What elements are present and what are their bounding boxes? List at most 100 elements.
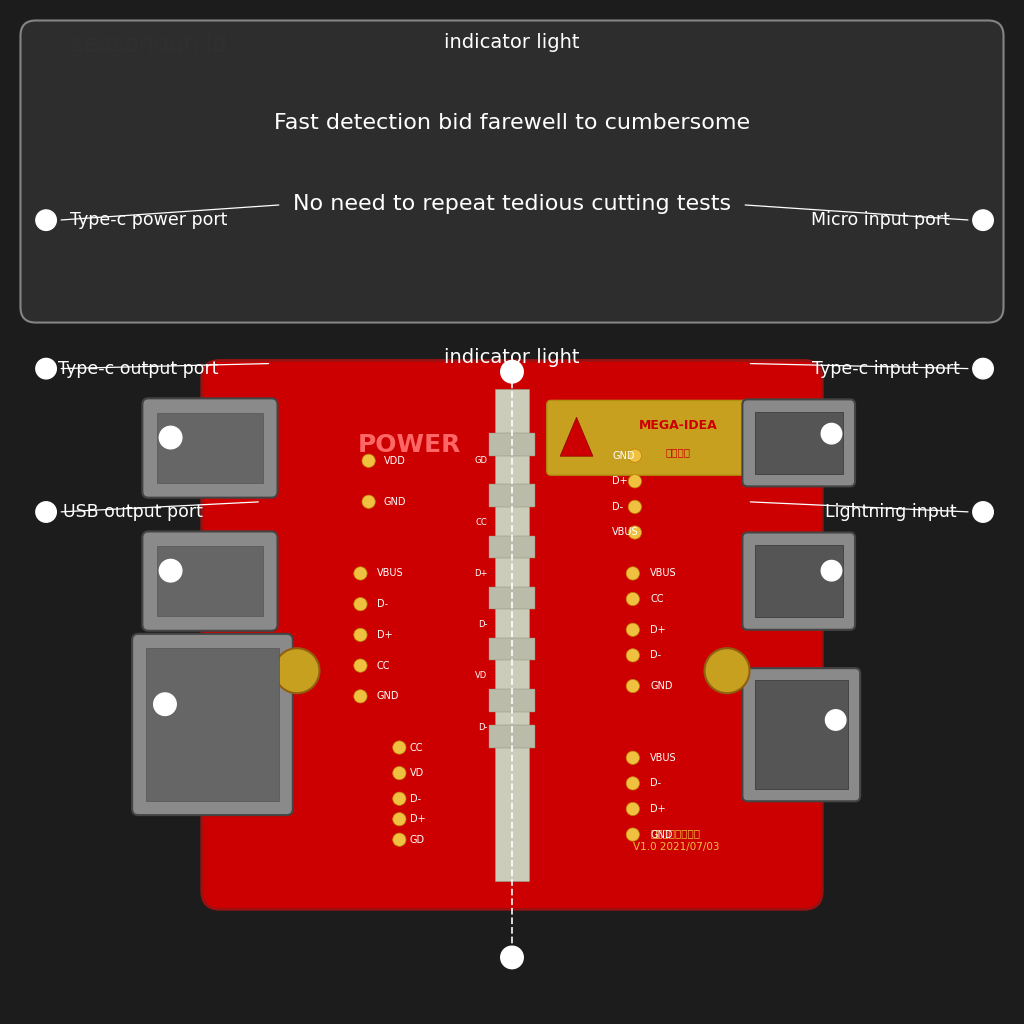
Text: Lightning input: Lightning input — [825, 503, 956, 521]
Bar — [755, 412, 843, 474]
FancyBboxPatch shape — [142, 531, 278, 631]
Bar — [489, 689, 535, 712]
Text: D-: D- — [650, 778, 662, 788]
Bar — [489, 484, 535, 507]
Bar — [755, 680, 848, 788]
Circle shape — [160, 426, 182, 449]
Bar — [157, 546, 263, 616]
Text: VBUS: VBUS — [612, 527, 639, 538]
Text: Fast detection bid farewell to cumbersome: Fast detection bid farewell to cumbersom… — [274, 113, 750, 133]
Text: GND: GND — [612, 451, 635, 461]
Text: USB output port: USB output port — [63, 503, 203, 521]
Text: D+: D+ — [474, 569, 487, 578]
Text: 百造数据线测试板
V1.0 2021/07/03: 百造数据线测试板 V1.0 2021/07/03 — [633, 827, 719, 852]
Text: D+: D+ — [612, 476, 628, 486]
Text: GND: GND — [384, 497, 407, 507]
Text: GND: GND — [377, 691, 399, 701]
Text: CC: CC — [377, 660, 390, 671]
Text: Type-c input port: Type-c input port — [812, 359, 959, 378]
Bar — [489, 725, 535, 748]
Text: No need to repeat tedious cutting tests: No need to repeat tedious cutting tests — [293, 195, 731, 214]
Text: GND: GND — [650, 681, 673, 691]
Text: GD: GD — [474, 457, 487, 465]
Text: VD: VD — [475, 672, 487, 680]
Circle shape — [627, 803, 639, 815]
Text: VBUS: VBUS — [650, 568, 677, 579]
Circle shape — [353, 628, 367, 641]
Text: D-: D- — [478, 621, 487, 629]
FancyBboxPatch shape — [742, 668, 860, 801]
Text: D-: D- — [650, 650, 662, 660]
Circle shape — [36, 358, 56, 379]
FancyBboxPatch shape — [20, 20, 1004, 323]
Circle shape — [629, 475, 641, 487]
Text: D-: D- — [377, 599, 388, 609]
Circle shape — [973, 210, 993, 230]
Circle shape — [629, 501, 641, 514]
Circle shape — [627, 827, 639, 842]
Circle shape — [353, 567, 367, 580]
Circle shape — [825, 710, 846, 730]
Text: CC: CC — [476, 518, 487, 526]
FancyBboxPatch shape — [142, 398, 278, 498]
Text: seasonoun.id: seasonoun.id — [72, 33, 228, 56]
Text: Type-c output port: Type-c output port — [58, 359, 218, 378]
Text: Type-c power port: Type-c power port — [70, 211, 227, 229]
Circle shape — [501, 946, 523, 969]
Circle shape — [353, 690, 367, 702]
Circle shape — [627, 623, 639, 636]
Circle shape — [392, 766, 406, 780]
Bar — [146, 648, 279, 801]
Circle shape — [627, 752, 639, 764]
Text: CC: CC — [650, 594, 664, 604]
Circle shape — [973, 502, 993, 522]
Text: D-: D- — [478, 723, 487, 731]
FancyBboxPatch shape — [202, 360, 822, 909]
Circle shape — [627, 592, 639, 606]
Circle shape — [629, 526, 641, 539]
Text: GD: GD — [410, 835, 425, 845]
Polygon shape — [560, 418, 593, 457]
Bar — [489, 536, 535, 558]
Text: GND: GND — [650, 829, 673, 840]
Circle shape — [160, 559, 182, 582]
Circle shape — [627, 567, 639, 580]
Circle shape — [821, 560, 842, 581]
Circle shape — [361, 455, 375, 467]
Text: D+: D+ — [650, 625, 666, 635]
FancyBboxPatch shape — [132, 634, 293, 815]
Text: POWER: POWER — [358, 433, 461, 458]
Circle shape — [353, 659, 367, 673]
Circle shape — [154, 693, 176, 716]
Text: D+: D+ — [410, 814, 425, 824]
Circle shape — [361, 496, 375, 508]
Circle shape — [627, 776, 639, 791]
Text: VBUS: VBUS — [377, 568, 403, 579]
Text: CC: CC — [410, 742, 423, 753]
Circle shape — [627, 649, 639, 663]
FancyBboxPatch shape — [742, 532, 855, 630]
Circle shape — [629, 450, 641, 463]
Circle shape — [392, 793, 406, 805]
Text: 百造创想: 百造创想 — [666, 447, 690, 458]
Circle shape — [973, 358, 993, 379]
Circle shape — [392, 834, 406, 846]
Bar — [157, 413, 263, 483]
Circle shape — [821, 424, 842, 444]
Text: Micro input port: Micro input port — [811, 211, 950, 229]
Text: D-: D- — [612, 502, 624, 512]
Text: MEGA-IDEA: MEGA-IDEA — [639, 419, 717, 432]
Bar — [489, 433, 535, 456]
Circle shape — [627, 680, 639, 692]
Bar — [489, 638, 535, 660]
Circle shape — [392, 813, 406, 825]
Circle shape — [705, 648, 750, 693]
Text: indicator light: indicator light — [444, 33, 580, 52]
Circle shape — [392, 741, 406, 754]
Text: indicator light: indicator light — [444, 348, 580, 368]
Circle shape — [36, 210, 56, 230]
Text: VDD: VDD — [384, 456, 406, 466]
Text: D+: D+ — [377, 630, 392, 640]
Text: D+: D+ — [650, 804, 666, 814]
FancyBboxPatch shape — [742, 399, 855, 486]
